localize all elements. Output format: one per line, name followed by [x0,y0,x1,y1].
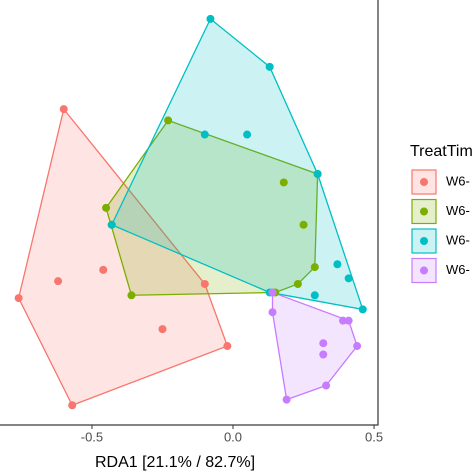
point [299,220,308,229]
hull [105,119,319,296]
point [206,14,215,23]
point [223,342,232,351]
point [164,116,173,125]
point [282,395,291,404]
point [279,178,288,187]
point [107,220,116,229]
legend-label: W6- [446,173,470,188]
point [344,274,353,283]
point [344,316,353,325]
x-axis-label: RDA1 [21.1% / 82.7%] [95,454,255,471]
point [339,316,348,325]
point [200,130,209,139]
point [322,381,331,390]
legend-label: W6- [446,232,470,247]
legend-point [420,237,428,245]
x-tick-label: 0.0 [224,429,242,444]
legend: W6- W6- W6- W6- [411,169,470,284]
point [265,62,274,71]
point [243,130,252,139]
legend-point [420,178,428,186]
legend-label: W6- [446,203,470,218]
point [293,279,302,288]
point [319,350,328,359]
point [310,263,319,272]
point [333,260,342,269]
legend-point [420,207,428,216]
point [200,279,209,288]
point [102,203,111,212]
point [319,339,328,348]
legend-point [420,266,428,275]
point [358,305,367,314]
x-tick-label: 0.5 [365,429,383,444]
point [353,342,362,351]
point [59,105,68,114]
point [127,291,136,300]
panel-border [0,0,379,426]
x-tick-label: -0.5 [81,429,103,444]
point [54,277,63,286]
point [68,401,77,410]
point [99,265,108,274]
point [313,170,322,179]
point [158,325,167,334]
point [14,294,23,303]
point [310,291,319,300]
plot-panel [14,14,367,410]
point [268,308,277,317]
legend-title: TreatTim [410,143,473,160]
point [268,288,277,297]
legend-label: W6- [446,262,470,277]
hull [17,107,229,407]
